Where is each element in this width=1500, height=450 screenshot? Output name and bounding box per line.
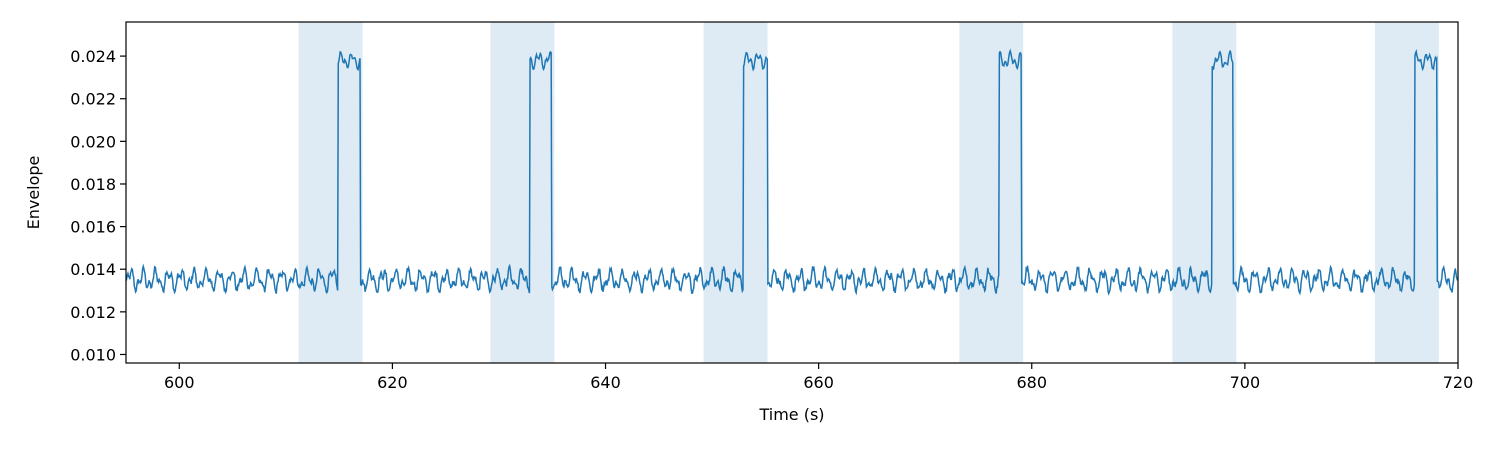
shaded-span [1172,22,1237,363]
y-tick-label: 0.012 [70,303,116,322]
shaded-span [490,22,555,363]
x-tick-label: 640 [590,373,621,392]
x-tick-label: 600 [164,373,195,392]
y-tick-label: 0.022 [70,90,116,109]
shaded-span [703,22,768,363]
y-axis-title: Envelope [24,156,43,230]
y-tick-label: 0.010 [70,345,116,364]
plot-frame [125,21,1459,364]
y-tick-label: 0.024 [70,47,116,66]
y-axis: 0.010 0.012 0.014 0.016 0.018 0.020 0.022 0.024 [70,47,126,364]
x-axis: 600 620 640 660 680 700 720 [164,363,1473,392]
y-tick-label: 0.020 [70,132,116,151]
shaded-span [959,22,1024,363]
x-tick-label: 660 [803,373,834,392]
shaded-span [1374,22,1439,363]
shaded-span [298,22,363,363]
y-tick-label: 0.016 [70,218,116,237]
y-tick-label: 0.018 [70,175,116,194]
shaded-spans [298,22,1439,363]
x-tick-label: 700 [1230,373,1261,392]
envelope-series-line [125,48,1459,296]
x-tick-label: 720 [1443,373,1474,392]
x-tick-label: 680 [1016,373,1047,392]
series-line-group [125,48,1459,296]
x-tick-label: 620 [377,373,408,392]
y-tick-label: 0.014 [70,260,116,279]
x-axis-title: Time (s) [758,405,824,424]
